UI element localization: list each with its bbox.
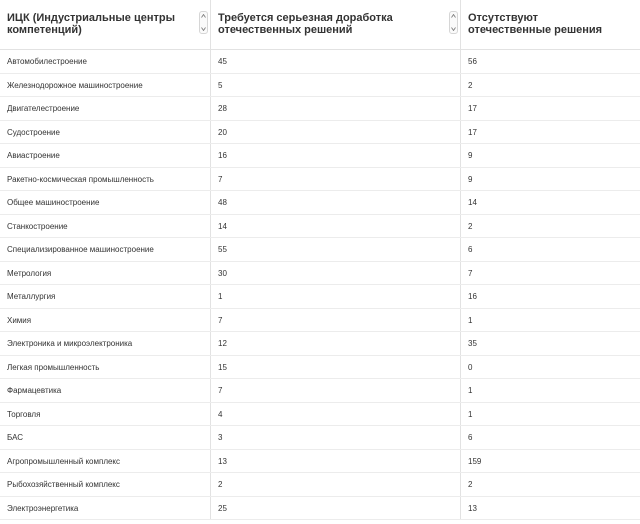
table-body: Автомобилестроение 45 56 Железнодорожное…: [0, 50, 640, 520]
absent-cell: 16: [468, 292, 477, 301]
rework-cell: 13: [211, 449, 461, 472]
table-row: Станкостроение 14 2: [0, 214, 640, 238]
table-row: Ракетно-космическая промышленность 7 9: [0, 167, 640, 191]
absent-cell: 1: [468, 386, 473, 395]
industry-cell: Судостроение: [0, 120, 211, 143]
absent-cell: 56: [468, 57, 477, 66]
table-row: Химия 7 1: [0, 308, 640, 332]
rework-cell: 7: [211, 167, 461, 190]
industry-cell: Ракетно-космическая промышленность: [0, 167, 211, 190]
column-header-label: Отсутствуют отечественные решения: [468, 12, 603, 36]
column-header-label: ИЦК (Индустриальные центры компетенций): [7, 12, 175, 36]
industry-cell: Авиастроение: [0, 144, 211, 167]
rework-cell: 28: [211, 97, 461, 120]
table-row: Металлургия 1 16: [0, 285, 640, 309]
rework-cell: 14: [211, 214, 461, 237]
table-row: Рыбохозяйственный комплекс 2 2: [0, 473, 640, 497]
absent-cell: 6: [468, 245, 473, 254]
absent-cell: 14: [468, 198, 477, 207]
column-header-rework[interactable]: Требуется серьезная доработка отечествен…: [211, 0, 461, 49]
industry-cell: Легкая промышленность: [0, 355, 211, 378]
table-row: Автомобилестроение 45 56: [0, 50, 640, 74]
industry-cell: Рыбохозяйственный комплекс: [0, 473, 211, 496]
industry-cell: Электроэнергетика: [0, 496, 211, 519]
table-row: Общее машиностроение 48 14: [0, 191, 640, 215]
table-row: Железнодорожное машиностроение 5 2: [0, 73, 640, 97]
rework-cell: 12: [211, 332, 461, 355]
rework-cell: 16: [211, 144, 461, 167]
table-row: Специализированное машиностроение 55 6: [0, 238, 640, 262]
industry-cell: Общее машиностроение: [0, 191, 211, 214]
industry-cell: Электроника и микроэлектроника: [0, 332, 211, 355]
absent-cell: 1: [468, 315, 473, 325]
industry-cell: Фармацевтика: [0, 379, 211, 402]
table-row: Легкая промышленность 15 0: [0, 355, 640, 379]
column-header-absent[interactable]: Отсутствуют отечественные решения: [461, 0, 640, 49]
absent-cell: 2: [468, 221, 473, 231]
rework-cell: 25: [211, 496, 461, 519]
absent-cell: 17: [468, 104, 477, 113]
industry-cell: Железнодорожное машиностроение: [0, 73, 211, 96]
table-row: Торговля 4 1: [0, 402, 640, 426]
rework-cell: 7: [211, 379, 461, 402]
industry-cell: БАС: [0, 426, 211, 449]
table-row: Электроэнергетика 25 13: [0, 496, 640, 520]
rework-cell: 7: [211, 308, 461, 331]
rework-cell: 4: [211, 402, 461, 425]
absent-cell: 35: [468, 339, 477, 348]
table-row: Судостроение 20 17: [0, 120, 640, 144]
industry-cell: Станкостроение: [0, 214, 211, 237]
table-row: Агропромышленный комплекс 13 159: [0, 449, 640, 473]
rework-cell: 48: [211, 191, 461, 214]
rework-cell: 45: [211, 50, 461, 73]
table-row: Авиастроение 16 9: [0, 144, 640, 168]
industry-cell: Двигателестроение: [0, 97, 211, 120]
table-row: Двигателестроение 28 17: [0, 97, 640, 121]
industry-cell: Торговля: [0, 402, 211, 425]
absent-cell: 2: [468, 80, 473, 90]
column-header-label: Требуется серьезная доработка отечествен…: [218, 12, 393, 36]
rework-cell: 55: [211, 238, 461, 261]
table-row: Метрология 30 7: [0, 261, 640, 285]
absent-cell: 2: [468, 480, 473, 489]
industry-cell: Химия: [0, 308, 211, 331]
industry-cell: Специализированное машиностроение: [0, 238, 211, 261]
absent-cell: 1: [468, 409, 473, 419]
industry-cell: Металлургия: [0, 285, 211, 308]
rework-cell: 2: [211, 473, 461, 496]
table-row: БАС 3 6: [0, 426, 640, 450]
absent-cell: 9: [468, 174, 473, 184]
rework-cell: 15: [211, 355, 461, 378]
table-header: ИЦК (Индустриальные центры компетенций) …: [0, 0, 640, 50]
absent-cell: 159: [468, 456, 482, 466]
industry-cell: Метрология: [0, 261, 211, 284]
sort-arrows-icon[interactable]: [199, 11, 208, 34]
rework-cell: 5: [211, 73, 461, 96]
rework-cell: 20: [211, 120, 461, 143]
sort-arrows-icon[interactable]: [449, 11, 458, 34]
industry-cell: Автомобилестроение: [0, 50, 211, 73]
rework-cell: 3: [211, 426, 461, 449]
table-row: Электроника и микроэлектроника 12 35: [0, 332, 640, 356]
column-header-industry[interactable]: ИЦК (Индустриальные центры компетенций): [0, 0, 211, 49]
absent-cell: 0: [468, 362, 473, 372]
rework-cell: 1: [211, 285, 461, 308]
absent-cell: 13: [468, 503, 477, 513]
absent-cell: 17: [468, 127, 477, 137]
rework-cell: 30: [211, 261, 461, 284]
table-row: Фармацевтика 7 1: [0, 379, 640, 403]
industry-cell: Агропромышленный комплекс: [0, 449, 211, 472]
absent-cell: 6: [468, 433, 473, 442]
absent-cell: 7: [468, 268, 473, 278]
absent-cell: 9: [468, 151, 473, 160]
